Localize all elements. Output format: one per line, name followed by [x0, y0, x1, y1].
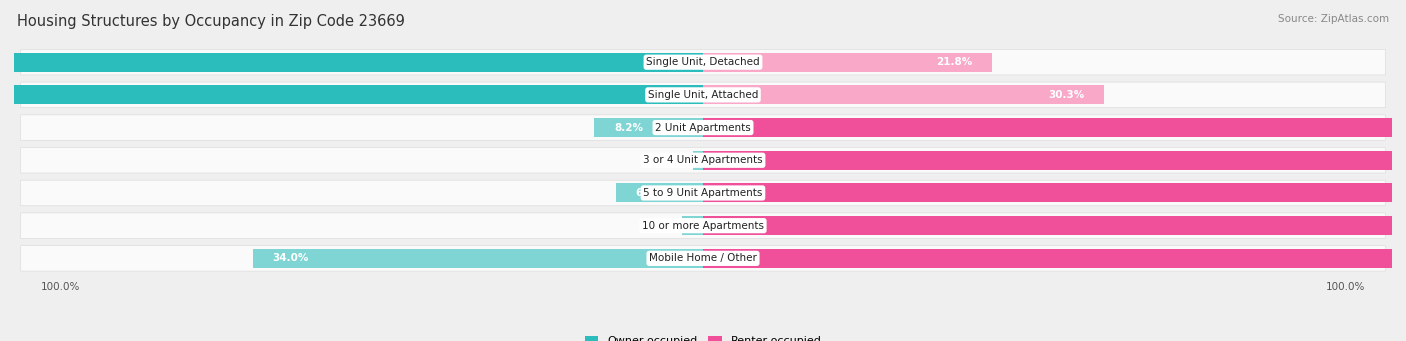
FancyBboxPatch shape — [21, 180, 1385, 206]
FancyBboxPatch shape — [21, 246, 1385, 271]
Bar — [693, 151, 703, 170]
Text: Source: ZipAtlas.com: Source: ZipAtlas.com — [1278, 14, 1389, 24]
FancyBboxPatch shape — [21, 49, 1385, 75]
Bar — [0, 53, 703, 72]
Bar — [703, 53, 991, 72]
Bar — [595, 118, 703, 137]
Text: 8.2%: 8.2% — [614, 122, 643, 133]
FancyBboxPatch shape — [21, 115, 1385, 140]
Text: 30.3%: 30.3% — [1049, 90, 1084, 100]
Text: 100.0%: 100.0% — [1326, 282, 1365, 292]
Text: Housing Structures by Occupancy in Zip Code 23669: Housing Structures by Occupancy in Zip C… — [17, 14, 405, 29]
Bar — [703, 118, 1406, 137]
Text: 34.0%: 34.0% — [273, 253, 309, 263]
Bar — [703, 216, 1406, 235]
Bar — [703, 151, 1406, 170]
Bar — [253, 249, 703, 268]
Text: 100.0%: 100.0% — [41, 282, 80, 292]
Bar — [703, 183, 1406, 203]
Text: 0.75%: 0.75% — [650, 155, 686, 165]
Legend: Owner-occupied, Renter-occupied: Owner-occupied, Renter-occupied — [581, 331, 825, 341]
Text: 10 or more Apartments: 10 or more Apartments — [643, 221, 763, 231]
Text: Single Unit, Attached: Single Unit, Attached — [648, 90, 758, 100]
Text: 2 Unit Apartments: 2 Unit Apartments — [655, 122, 751, 133]
Text: 1.6%: 1.6% — [647, 221, 675, 231]
Bar — [0, 85, 703, 104]
Bar — [703, 249, 1406, 268]
Text: 6.6%: 6.6% — [636, 188, 665, 198]
Bar — [703, 85, 1105, 104]
Bar — [682, 216, 703, 235]
FancyBboxPatch shape — [21, 213, 1385, 238]
FancyBboxPatch shape — [21, 82, 1385, 108]
Text: Single Unit, Detached: Single Unit, Detached — [647, 57, 759, 67]
Text: 5 to 9 Unit Apartments: 5 to 9 Unit Apartments — [644, 188, 762, 198]
FancyBboxPatch shape — [21, 148, 1385, 173]
Text: 21.8%: 21.8% — [936, 57, 972, 67]
Bar — [616, 183, 703, 203]
Text: Mobile Home / Other: Mobile Home / Other — [650, 253, 756, 263]
Text: 3 or 4 Unit Apartments: 3 or 4 Unit Apartments — [643, 155, 763, 165]
